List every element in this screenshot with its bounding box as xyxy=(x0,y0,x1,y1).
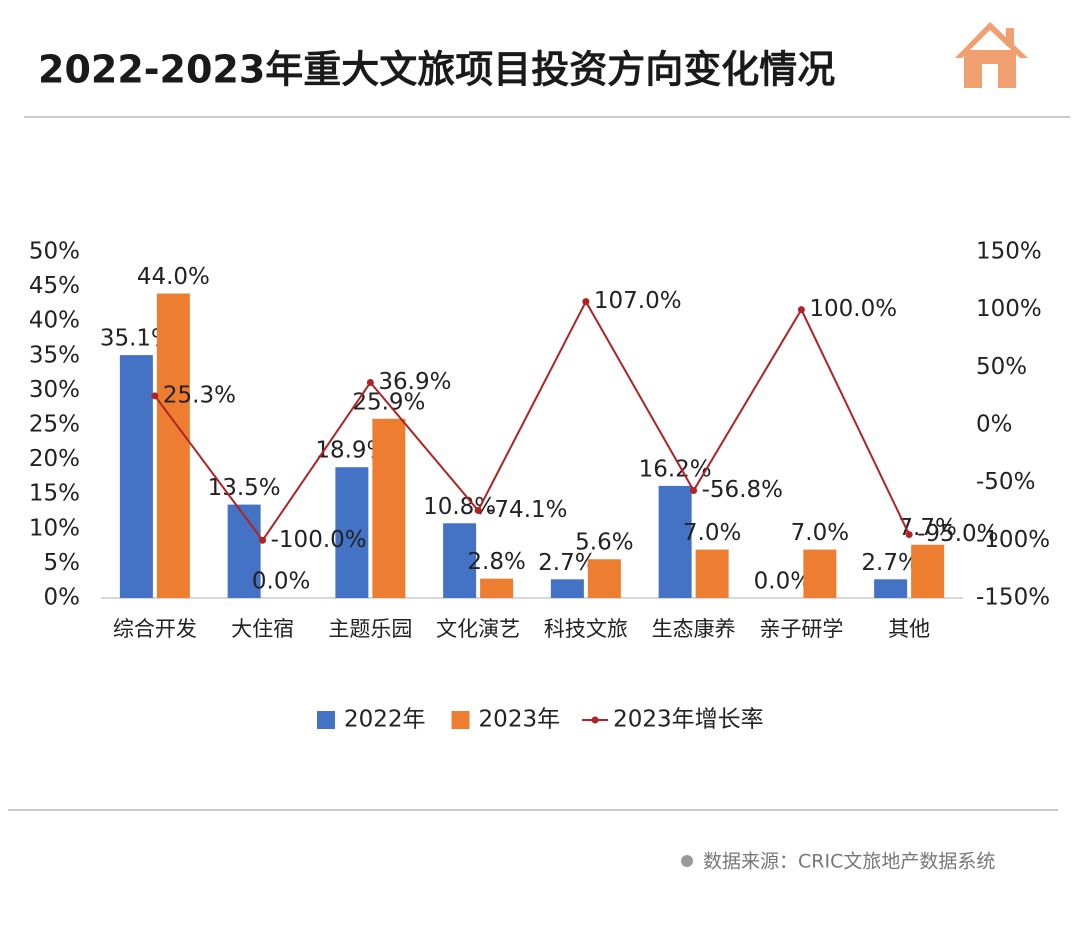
value-label: 44.0% xyxy=(137,264,210,290)
bar xyxy=(658,485,692,598)
y-tick-label: 30% xyxy=(29,377,80,403)
value-label: 2.7% xyxy=(538,550,596,576)
bar xyxy=(227,504,261,598)
value-label: 0.0% xyxy=(754,569,812,595)
y-tick-label: 50% xyxy=(29,239,80,265)
bar xyxy=(911,544,945,598)
value-label: 16.2% xyxy=(639,456,712,482)
value-label: -56.8% xyxy=(702,477,783,503)
line-marker xyxy=(151,392,159,400)
value-label: 2.8% xyxy=(467,549,525,575)
y2-tick-label: 100% xyxy=(976,296,1042,322)
value-label: 5.6% xyxy=(575,530,633,556)
legend-swatch xyxy=(317,711,335,729)
line-marker xyxy=(582,298,590,306)
value-label: 25.9% xyxy=(352,389,425,415)
bar xyxy=(480,578,514,598)
legend-label: 2023年 xyxy=(479,707,561,733)
value-label: -100.0% xyxy=(271,527,367,553)
legend-swatch xyxy=(451,711,470,729)
value-label: 100.0% xyxy=(809,296,897,322)
y-tick-label: 5% xyxy=(44,550,81,576)
legend-label: 2022年 xyxy=(344,707,426,733)
value-label: -95.0% xyxy=(917,521,998,547)
x-tick-label: 大住宿 xyxy=(231,617,294,641)
line xyxy=(154,299,911,543)
y2-tick-label: -100% xyxy=(976,527,1050,553)
source: 数据来源：CRIC文旅地产数据系统 xyxy=(703,851,995,873)
bar xyxy=(550,579,584,598)
x-tick-label: 其他 xyxy=(888,617,930,641)
x-tick-label: 生态康养 xyxy=(652,617,736,641)
y2-tick-label: -50% xyxy=(976,469,1035,495)
line-marker xyxy=(474,506,482,514)
bar xyxy=(156,293,190,598)
bar xyxy=(587,559,621,598)
y2-tick-label: 0% xyxy=(976,412,1013,438)
x-tick-label: 亲子研学 xyxy=(759,617,843,641)
line-marker xyxy=(690,487,698,495)
x-tick-label: 主题乐园 xyxy=(328,617,412,641)
y2-tick-label: 50% xyxy=(976,354,1027,380)
legend-swatch xyxy=(591,716,599,724)
line-marker xyxy=(797,306,805,314)
line-marker xyxy=(905,531,913,539)
value-label: 2.7% xyxy=(861,550,919,576)
y2-tick-label: -150% xyxy=(976,585,1050,611)
value-label: 107.0% xyxy=(594,288,682,314)
house-icon xyxy=(955,22,1028,88)
value-label: 13.5% xyxy=(208,475,281,501)
chart-title: 2022-2023年重大文旅项目投资方向变化情况 xyxy=(38,48,835,92)
value-label: -74.1% xyxy=(486,497,567,523)
bar xyxy=(372,418,406,598)
bar xyxy=(119,355,153,598)
value-label: 25.3% xyxy=(163,382,236,408)
y-tick-label: 35% xyxy=(29,342,80,368)
y2-tick-label: 150% xyxy=(976,239,1042,265)
bar xyxy=(695,549,729,598)
x-tick-label: 综合开发 xyxy=(113,617,197,641)
y-tick-label: 15% xyxy=(29,481,80,507)
x-tick-label: 文化演艺 xyxy=(436,617,520,641)
y-tick-label: 0% xyxy=(44,585,81,611)
value-label: 36.9% xyxy=(378,369,451,395)
y-tick-label: 10% xyxy=(29,515,80,541)
line-marker xyxy=(259,536,267,544)
bar xyxy=(803,549,837,598)
y-tick-label: 40% xyxy=(29,308,80,334)
x-tick-label: 科技文旅 xyxy=(544,617,628,641)
source-bullet xyxy=(681,855,693,867)
legend-label: 2023年增长率 xyxy=(613,707,764,733)
line-marker xyxy=(366,378,374,386)
value-label: 7.0% xyxy=(683,520,741,546)
y-tick-label: 25% xyxy=(29,412,80,438)
value-label: 0.0% xyxy=(252,569,310,595)
bar xyxy=(874,579,908,598)
bar xyxy=(443,523,477,598)
bar xyxy=(335,467,369,598)
value-label: 7.0% xyxy=(791,520,849,546)
y-tick-label: 20% xyxy=(29,446,80,472)
y-tick-label: 45% xyxy=(29,273,80,299)
